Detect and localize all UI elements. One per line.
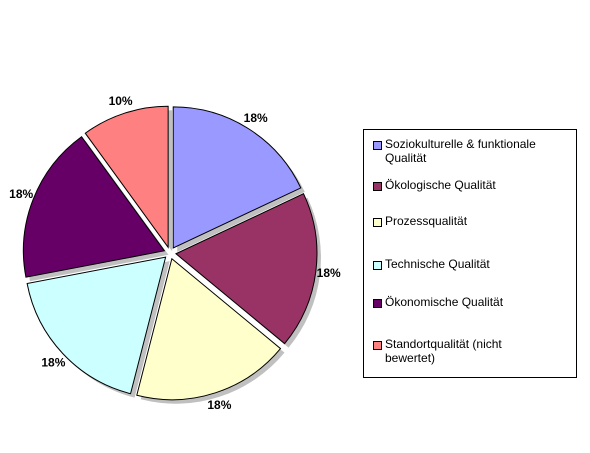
legend-item: Soziokulturelle & funktionale Qualität [373, 137, 573, 165]
legend-item: Ökologische Qualität [373, 178, 573, 192]
legend-item: Ökonomische Qualität [373, 295, 573, 309]
legend-label: Technische Qualität [385, 257, 490, 271]
pie-data-labels: 18% 18% 18% 18% 18% 10% [9, 94, 341, 412]
pie-slice-2 [175, 193, 318, 345]
pie-slices [22, 105, 321, 404]
slice-data-label-1: 18% [244, 111, 268, 125]
pie-slice-1 [172, 106, 302, 249]
slice-data-label-2: 18% [317, 266, 341, 280]
legend-item: Technische Qualität [373, 257, 573, 271]
legend-swatch [373, 182, 382, 191]
chart-legend: Soziokulturelle & funktionale Qualität Ök… [363, 129, 577, 378]
slice-data-label-3: 18% [207, 398, 231, 412]
legend-item: Prozessqualität [373, 214, 573, 228]
legend-swatch [373, 261, 382, 270]
legend-label: Soziokulturelle & funktionale Qualität [385, 137, 536, 165]
legend-label: Ökonomische Qualität [385, 295, 504, 309]
legend-label: Ökologische Qualität [385, 178, 496, 192]
pie-slice-3 [136, 257, 282, 401]
slice-data-label-4: 18% [41, 356, 65, 370]
legend-swatch [373, 141, 382, 150]
legend-label: Prozessqualität [385, 214, 468, 228]
pie-slice-6 [84, 105, 169, 249]
pie-slice-5 [22, 136, 166, 278]
legend-swatch [373, 341, 382, 350]
legend-swatch [373, 218, 382, 227]
legend-label: Standortqualität (nicht bewertet) [385, 337, 502, 365]
slice-data-label-6: 10% [109, 94, 133, 108]
slice-data-label-5: 18% [9, 187, 33, 201]
pie-slice-4 [26, 256, 167, 395]
legend-swatch [373, 299, 382, 308]
legend-item: Standortqualität (nicht bewertet) [373, 337, 573, 365]
